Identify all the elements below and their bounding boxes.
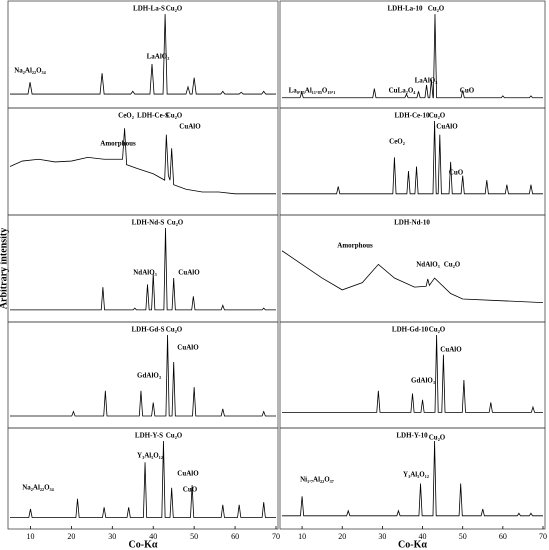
x-tick-label: 20 (338, 532, 346, 541)
peak-annotation: GdAlO₃ (411, 377, 435, 385)
peak-annotation: CeO₂ (389, 138, 405, 146)
xrd-trace (9, 128, 276, 195)
peak-annotation: Amorphous (337, 242, 373, 250)
peak-annotation: NdAlO₃ (133, 269, 157, 277)
peak-annotation: CuAlO (179, 123, 201, 131)
panel: LDH-Nd-S Cu₂O NdAlO₃ CuAlO Arbitrary intensi… (0, 214, 279, 323)
x-tick-label: 30 (378, 532, 386, 541)
peak-annotation: LDH-Gd-10 (392, 326, 429, 334)
peak-annotation: LDH-Gd-S (131, 326, 164, 334)
peak-annotation: Cu₂O (166, 112, 183, 120)
xrd-trace (282, 334, 543, 413)
panel: LDH-Gd-S Cu₂O CuAlO GdAlO₃ (7, 321, 279, 429)
peak-annotation: LaAlO₃ (147, 53, 170, 61)
xrd-trace (282, 120, 543, 195)
x-tick-label: 30 (108, 532, 116, 541)
x-tick-label: 60 (499, 532, 507, 541)
xrd-trace (10, 440, 276, 518)
peak-annotation: Cu₂O (444, 261, 461, 269)
peak-annotation: CuO (183, 486, 198, 494)
peak-annotation: Cu₂O (428, 5, 445, 13)
peak-annotation: NdAlO₃ (416, 261, 440, 269)
peak-annotation: CeO₂ (118, 112, 134, 120)
xrd-trace (282, 13, 543, 99)
peak-annotation: LDH-Nd-S (132, 219, 165, 227)
panel: Na₂Al₂₂O₃₄ LDH-La-S Cu₂O LaAlO₃ (7, 0, 279, 109)
peak-annotation: LDH-La-S (133, 5, 165, 13)
peak-annotation: LaAlO₃ (415, 77, 438, 85)
x-tick-label: 10 (298, 532, 306, 541)
peak-annotation: Y₃Al₅O₁₂ (403, 471, 429, 479)
panel-frame (279, 107, 546, 216)
peak-annotation: LDH-Nd-10 (394, 219, 430, 227)
panel: LDH-Gd-10 Cu₂O CuAlO GdAlO₃ (279, 321, 546, 429)
x-axis-label: Co-Kα (129, 539, 158, 550)
peak-annotation: CuAlO (177, 344, 199, 352)
panel: LDH-La-10 Cu₂O LaAlO₃ La₀.₈₅Al₁₁.₈₅O₁₉.₁ CuL… (279, 0, 546, 109)
panel: LDH-Ce-10 Cu₂O CuAlO CeO₂ CuO (279, 107, 546, 216)
xrd-trace (10, 334, 276, 417)
panel-frame (7, 427, 279, 530)
peak-annotation: Cu₂O (166, 326, 183, 334)
x-tick-label: 60 (231, 532, 239, 541)
peak-annotation: Cu₂O (429, 326, 446, 334)
x-tick-label: 40 (149, 532, 157, 541)
peak-annotation: CuO (460, 87, 475, 95)
peak-annotation: GdAlO₃ (137, 372, 161, 380)
x-axis-label: Co-Kα (398, 539, 427, 550)
peak-annotation: Cu₂O (166, 5, 183, 13)
peak-annotation: Cu₂O (429, 112, 446, 120)
peak-annotation: La₀.₈₅Al₁₁.₈₅O₁₉.₁ (289, 87, 336, 95)
peak-annotation: Na₂Al₂₂O₃₄ (22, 484, 54, 492)
x-tick-label: 70 (539, 532, 547, 541)
peak-annotation: CuAlO (436, 123, 458, 131)
x-tick-label: 40 (419, 532, 427, 541)
peak-annotation: LDH-Y-10 (396, 432, 428, 440)
peak-annotation: CuLa₂O₄ (389, 87, 417, 95)
x-tick-label: 20 (67, 532, 75, 541)
peak-annotation: Cu₂O (167, 219, 184, 227)
panel: LDH-Y-S Cu₂O Y₃Al₅O₁₂ CuAlO CuO Na₂Al₂₂O₃₄ 10 2… (7, 427, 280, 550)
xrd-trace (282, 440, 543, 517)
xrd-trace (281, 250, 544, 304)
peak-annotation: LDH-Ce-S (137, 112, 169, 120)
peak-annotation: Cu₂O (429, 434, 446, 442)
peak-annotation: Y₃Al₅O₁₂ (137, 452, 163, 460)
panel: LDH-Nd-10 Amorphous NdAlO₃ Cu₂O (279, 214, 546, 323)
peak-annotation: CuO (449, 169, 464, 177)
panel-frame (7, 107, 279, 216)
x-tick-label: 50 (190, 532, 198, 541)
panel-frame (279, 214, 546, 323)
peak-annotation: CuAlO (177, 470, 199, 478)
peak-annotation: CuAlO (178, 269, 200, 277)
peak-annotation: Na₂Al₂₂O₃₄ (14, 67, 46, 75)
peak-annotation: Amorphous (100, 140, 136, 148)
xrd-trace (10, 13, 276, 95)
x-tick-label: 70 (272, 532, 280, 541)
panel-frame (7, 0, 279, 109)
x-tick-label: 50 (459, 532, 467, 541)
peak-annotation: LDH-La-10 (388, 5, 424, 13)
peak-annotation: Ni₁.₇Al₂₂O₃₇ (300, 476, 334, 484)
x-tick-label: 10 (26, 532, 34, 541)
peak-annotation: LDH-Ce-10 (395, 112, 430, 120)
peak-annotation: Cu₂O (166, 432, 183, 440)
xrd-trace (10, 227, 276, 311)
peak-annotation: CuAlO (440, 346, 462, 354)
peak-annotation: LDH-Y-S (135, 432, 163, 440)
panel-frame (279, 427, 546, 530)
panel: LDH-Y-10 Cu₂O Y₃Al₅O₁₂ Ni₁.₇Al₂₂O₃₇ 10 20 30 40… (279, 427, 547, 550)
y-axis-label: Arbitrary intensity (0, 228, 9, 309)
